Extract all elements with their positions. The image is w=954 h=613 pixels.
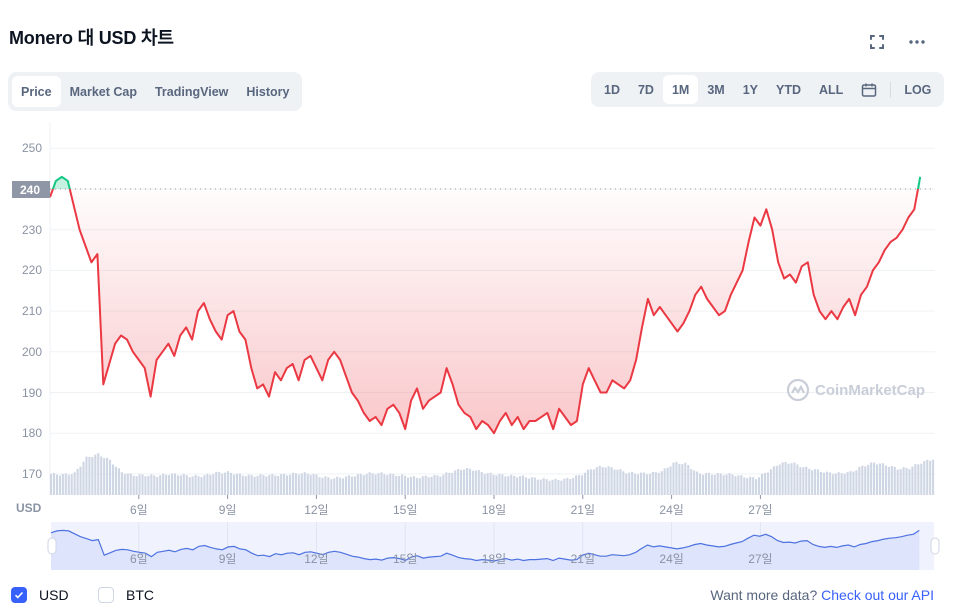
axis-currency-label: USD	[16, 501, 42, 515]
more-horizontal-icon	[909, 40, 925, 44]
divider	[890, 81, 892, 98]
current-price-marker: 240	[12, 181, 50, 198]
svg-text:21일: 21일	[571, 552, 595, 566]
tab-tradingview[interactable]: TradingView	[154, 84, 229, 99]
svg-text:27일: 27일	[748, 552, 772, 566]
y-axis-label: 220	[21, 263, 42, 278]
page-title: Monero 대 USD 차트	[9, 28, 174, 48]
y-axis-label: 210	[21, 304, 42, 319]
calendar-icon	[862, 83, 877, 97]
x-axis-label: 6일	[129, 503, 148, 517]
time-range-selector: 1D 7D 1M 3M 1Y YTD ALL LOG	[591, 72, 945, 107]
fullscreen-button[interactable]	[865, 30, 889, 54]
x-axis-label: 27일	[748, 503, 773, 517]
x-axis-label: 15일	[392, 503, 418, 517]
navigator-right-handle[interactable]	[930, 537, 940, 555]
x-axis-label: 12일	[304, 503, 329, 517]
tab-history[interactable]: History	[246, 84, 290, 99]
range-3m[interactable]: 3M	[707, 82, 725, 97]
watermark: CoinMarketCap	[786, 378, 925, 402]
usd-checkbox-label: USD	[39, 587, 69, 603]
x-axis-label: 18일	[481, 503, 507, 517]
tab-market-cap[interactable]: Market Cap	[69, 84, 137, 99]
svg-text:15일: 15일	[393, 552, 417, 566]
range-1m[interactable]: 1M	[662, 75, 699, 104]
svg-text:12일: 12일	[304, 552, 328, 566]
btc-checkbox-label: BTC	[126, 587, 154, 603]
range-1d[interactable]: 1D	[604, 82, 620, 97]
svg-text:6일: 6일	[130, 552, 148, 566]
log-scale-toggle[interactable]: LOG	[904, 82, 932, 97]
y-axis-label: 250	[21, 141, 42, 156]
tab-price[interactable]: Price	[12, 76, 61, 107]
range-7d[interactable]: 7D	[637, 82, 654, 97]
btc-checkbox[interactable]	[98, 587, 114, 603]
y-axis-label: 170	[21, 466, 42, 481]
y-axis-label: 230	[21, 222, 42, 237]
navigator-left-handle[interactable]	[47, 537, 57, 555]
chart-type-tabs: Price Market Cap TradingView History	[8, 72, 303, 111]
y-axis-label: 180	[21, 426, 42, 441]
range-all[interactable]: ALL	[819, 82, 844, 97]
coinmarketcap-logo-icon	[786, 378, 810, 402]
chart-footer: USD BTC Want more data? Check out our AP…	[0, 585, 954, 607]
x-axis-label: 21일	[570, 503, 595, 517]
more-options-button[interactable]	[905, 30, 929, 54]
date-picker-button[interactable]	[852, 75, 886, 104]
svg-text:24일: 24일	[659, 552, 683, 566]
more-data-text: Want more data? Check out our API	[710, 587, 934, 603]
svg-text:18일: 18일	[482, 552, 506, 566]
x-axis-label: 24일	[659, 503, 684, 517]
svg-text:9일: 9일	[219, 552, 237, 566]
range-ytd[interactable]: YTD	[776, 82, 802, 97]
y-axis-label: 190	[21, 385, 42, 400]
expand-icon	[870, 35, 884, 49]
api-link[interactable]: Check out our API	[821, 587, 934, 603]
y-axis-label: 200	[21, 344, 42, 359]
x-axis-label: 9일	[218, 503, 237, 517]
check-icon	[14, 591, 24, 599]
range-1y[interactable]: 1Y	[742, 82, 759, 97]
watermark-text: CoinMarketCap	[815, 381, 926, 399]
usd-checkbox[interactable]	[11, 587, 27, 603]
